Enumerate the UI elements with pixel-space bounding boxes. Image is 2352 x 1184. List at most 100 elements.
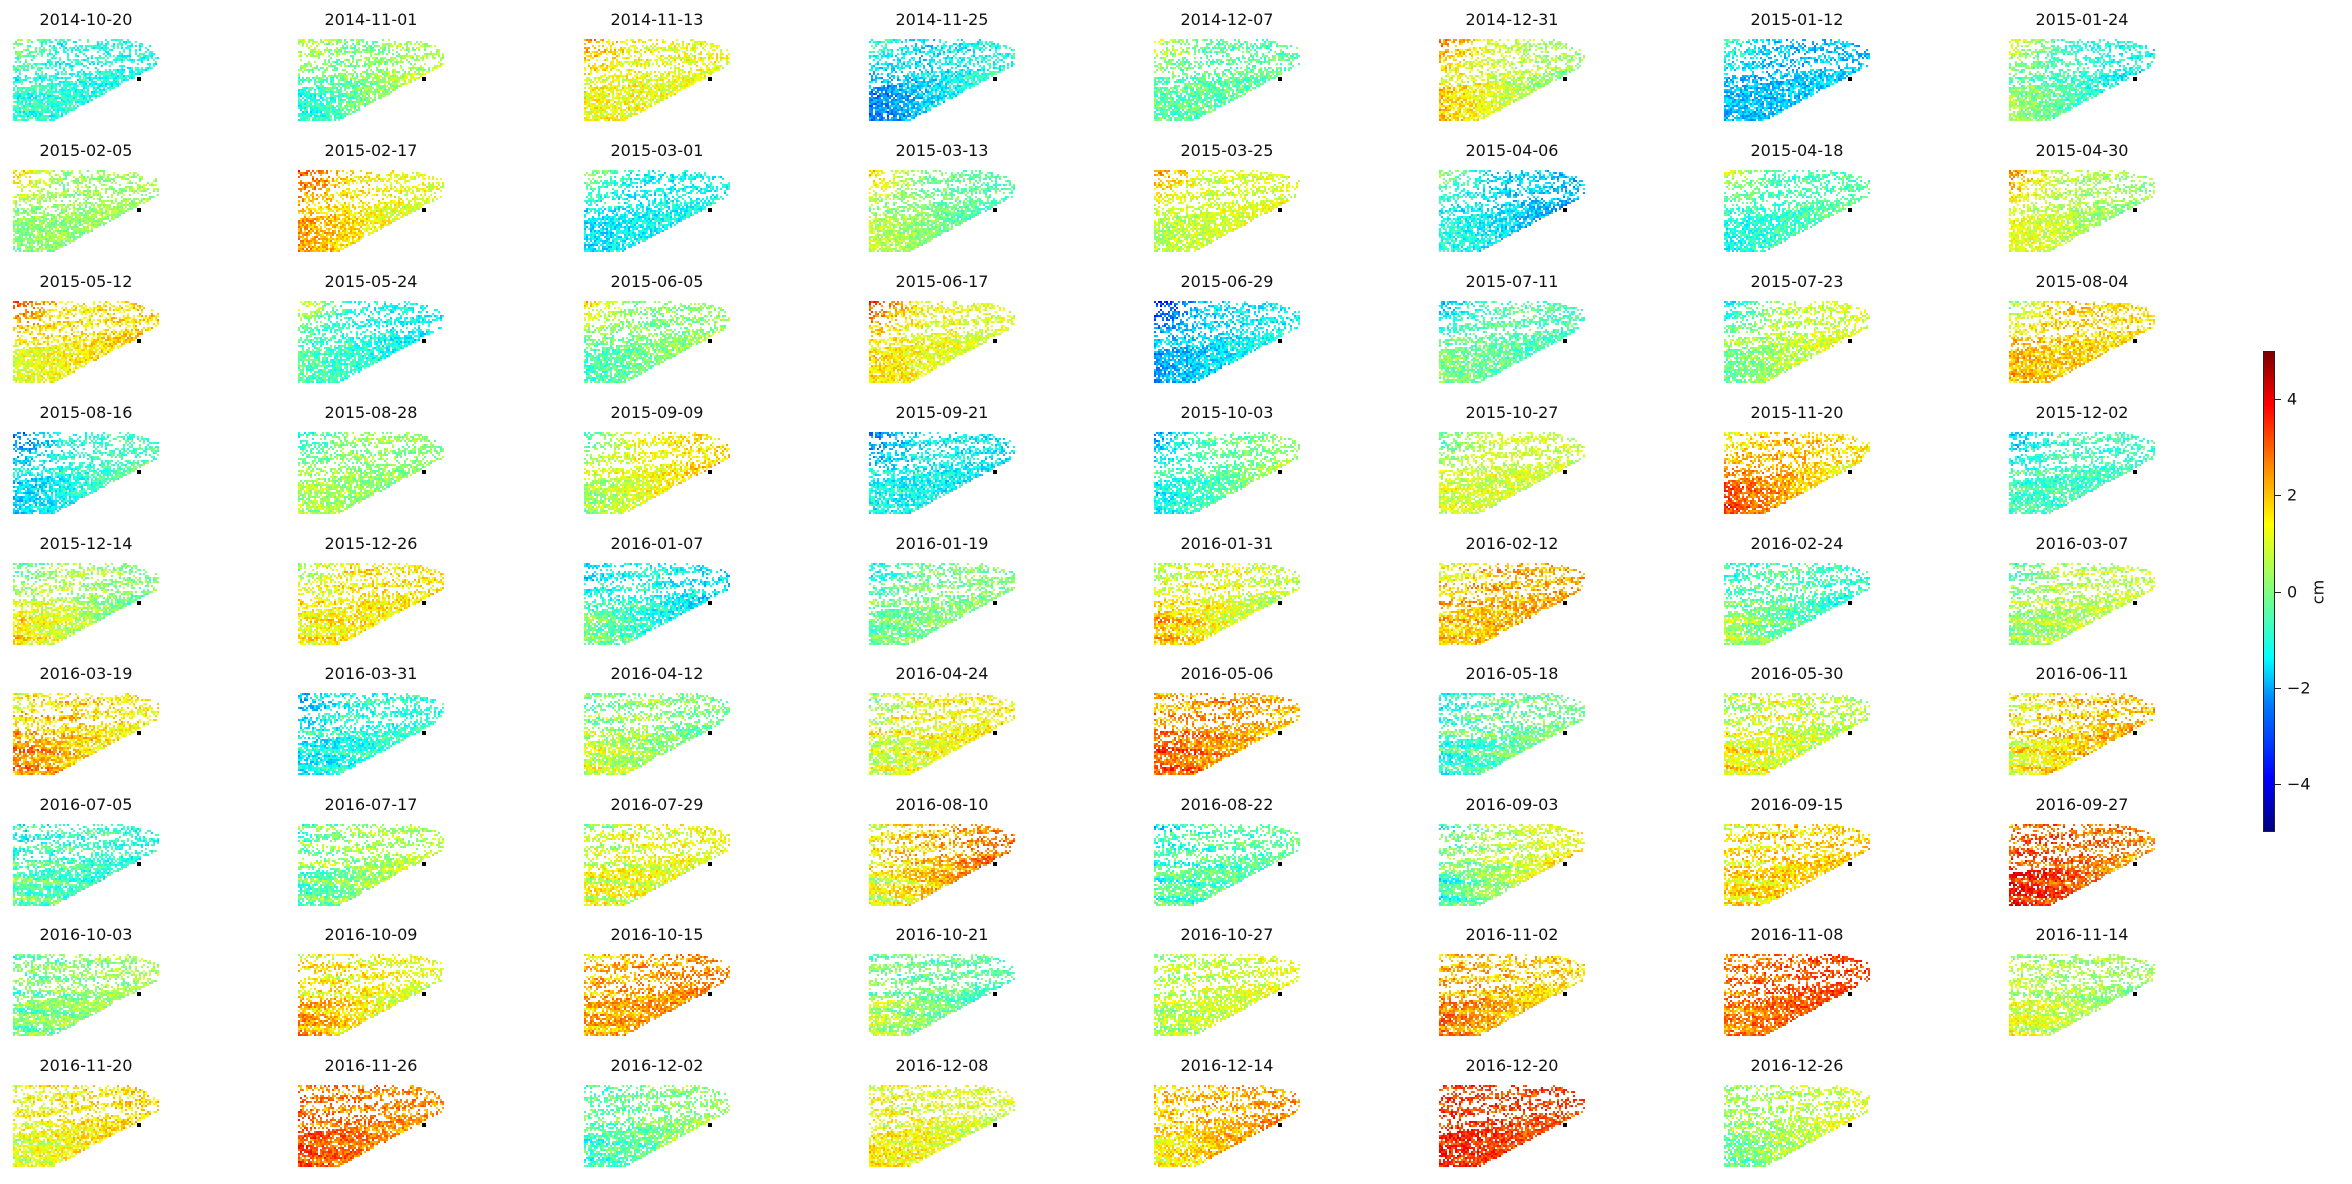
displacement-map bbox=[1154, 952, 1304, 1036]
displacement-map bbox=[1439, 168, 1589, 252]
map-panel: 2016-04-12 bbox=[571, 654, 856, 784]
displacement-map bbox=[13, 561, 163, 645]
displacement-map bbox=[869, 822, 1019, 906]
map-panel: 2016-01-31 bbox=[1141, 524, 1426, 654]
displacement-map bbox=[1724, 430, 1874, 514]
map-panel: 2015-03-25 bbox=[1141, 131, 1426, 261]
map-panel: 2016-10-21 bbox=[856, 915, 1141, 1045]
map-panel: 2016-02-12 bbox=[1426, 524, 1711, 654]
colorbar-tick bbox=[2275, 495, 2281, 497]
colorbar-label: cm bbox=[2308, 579, 2328, 605]
map-panel: 2016-10-15 bbox=[571, 915, 856, 1045]
displacement-map bbox=[1154, 1083, 1304, 1167]
panel-title: 2016-12-26 bbox=[1750, 1056, 1844, 1075]
panel-title: 2016-05-18 bbox=[1465, 664, 1559, 683]
panel-title: 2014-12-31 bbox=[1465, 10, 1559, 29]
map-panel: 2016-10-27 bbox=[1141, 915, 1426, 1045]
map-panel: 2015-09-21 bbox=[856, 393, 1141, 523]
map-panel: 2016-11-20 bbox=[0, 1046, 285, 1176]
map-panel: 2015-07-23 bbox=[1711, 262, 1996, 392]
panel-title: 2014-12-07 bbox=[1180, 10, 1274, 29]
panel-title: 2015-03-13 bbox=[895, 141, 989, 160]
displacement-map bbox=[298, 1083, 448, 1167]
displacement-map bbox=[298, 691, 448, 775]
panel-title: 2016-09-03 bbox=[1465, 795, 1559, 814]
colorbar-tick-label: 2 bbox=[2287, 485, 2298, 505]
map-panel: 2015-02-05 bbox=[0, 131, 285, 261]
panel-title: 2014-11-25 bbox=[895, 10, 989, 29]
displacement-map bbox=[1439, 691, 1589, 775]
displacement-map bbox=[869, 691, 1019, 775]
displacement-map bbox=[1154, 822, 1304, 906]
panel-title: 2015-05-24 bbox=[324, 272, 418, 291]
map-panel: 2015-05-24 bbox=[285, 262, 570, 392]
panel-title: 2014-10-20 bbox=[39, 10, 133, 29]
map-panel: 2015-04-30 bbox=[1996, 131, 2281, 261]
map-panel: 2015-11-20 bbox=[1711, 393, 1996, 523]
map-panel: 2014-12-31 bbox=[1426, 0, 1711, 130]
displacement-map bbox=[13, 691, 163, 775]
panel-title: 2015-06-05 bbox=[610, 272, 704, 291]
displacement-map bbox=[2009, 691, 2159, 775]
map-panel: 2016-08-10 bbox=[856, 785, 1141, 915]
map-panel: 2015-06-29 bbox=[1141, 262, 1426, 392]
displacement-map bbox=[584, 37, 734, 121]
panel-title: 2016-06-11 bbox=[2035, 664, 2129, 683]
map-panel: 2016-01-19 bbox=[856, 524, 1141, 654]
colorbar-tick-label: 4 bbox=[2287, 389, 2298, 409]
displacement-map bbox=[1439, 822, 1589, 906]
panel-title: 2016-03-31 bbox=[324, 664, 418, 683]
panel-title: 2015-12-02 bbox=[2035, 403, 2129, 422]
displacement-map bbox=[2009, 168, 2159, 252]
panel-title: 2015-09-09 bbox=[610, 403, 704, 422]
panel-title: 2015-11-20 bbox=[1750, 403, 1844, 422]
panel-title: 2016-05-06 bbox=[1180, 664, 1274, 683]
displacement-map bbox=[869, 1083, 1019, 1167]
map-panel: 2016-12-20 bbox=[1426, 1046, 1711, 1176]
panel-title: 2016-05-30 bbox=[1750, 664, 1844, 683]
map-panel: 2016-12-02 bbox=[571, 1046, 856, 1176]
panel-title: 2016-10-15 bbox=[610, 925, 704, 944]
map-panel: 2015-06-05 bbox=[571, 262, 856, 392]
displacement-map bbox=[298, 561, 448, 645]
map-panel: 2016-08-22 bbox=[1141, 785, 1426, 915]
map-panel: 2016-03-19 bbox=[0, 654, 285, 784]
displacement-map bbox=[13, 822, 163, 906]
displacement-map bbox=[2009, 299, 2159, 383]
map-panel: 2016-07-29 bbox=[571, 785, 856, 915]
panel-title: 2015-06-29 bbox=[1180, 272, 1274, 291]
displacement-map bbox=[584, 168, 734, 252]
displacement-map bbox=[584, 1083, 734, 1167]
map-panel: 2016-02-24 bbox=[1711, 524, 1996, 654]
panel-title: 2016-10-21 bbox=[895, 925, 989, 944]
map-panel: 2016-11-26 bbox=[285, 1046, 570, 1176]
displacement-map bbox=[1439, 37, 1589, 121]
panel-title: 2016-11-26 bbox=[324, 1056, 418, 1075]
displacement-map bbox=[1154, 37, 1304, 121]
displacement-map bbox=[869, 430, 1019, 514]
panel-title: 2015-06-17 bbox=[895, 272, 989, 291]
panel-title: 2016-08-10 bbox=[895, 795, 989, 814]
displacement-map bbox=[298, 299, 448, 383]
panel-title: 2016-04-24 bbox=[895, 664, 989, 683]
displacement-map bbox=[2009, 430, 2159, 514]
map-panel: 2014-10-20 bbox=[0, 0, 285, 130]
panel-title: 2015-02-17 bbox=[324, 141, 418, 160]
map-panel: 2016-11-14 bbox=[1996, 915, 2281, 1045]
panel-title: 2016-11-14 bbox=[2035, 925, 2129, 944]
displacement-map bbox=[1724, 822, 1874, 906]
colorbar-tick-label: 0 bbox=[2287, 582, 2298, 601]
map-panel: 2015-09-09 bbox=[571, 393, 856, 523]
displacement-map bbox=[13, 952, 163, 1036]
colorbar-tick-label: −4 bbox=[2287, 774, 2311, 794]
panel-title: 2016-09-15 bbox=[1750, 795, 1844, 814]
map-panel: 2015-05-12 bbox=[0, 262, 285, 392]
displacement-map bbox=[1154, 561, 1304, 645]
map-panel: 2015-12-02 bbox=[1996, 393, 2281, 523]
displacement-map bbox=[1154, 430, 1304, 514]
panel-title: 2015-04-30 bbox=[2035, 141, 2129, 160]
map-panel: 2015-03-01 bbox=[571, 131, 856, 261]
displacement-map bbox=[13, 37, 163, 121]
panel-title: 2015-08-28 bbox=[324, 403, 418, 422]
map-panel: 2016-01-07 bbox=[571, 524, 856, 654]
